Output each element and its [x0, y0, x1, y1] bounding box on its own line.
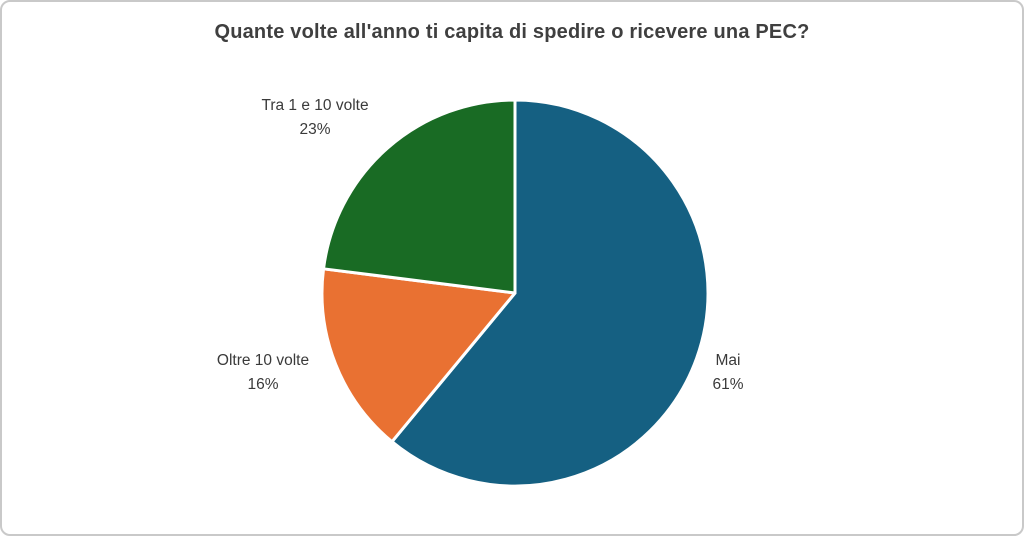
- slice-label-text: Oltre 10 volte: [216, 351, 310, 369]
- slice-label-mai: Mai 61%: [712, 349, 743, 397]
- slice-pct-text: 16%: [247, 376, 279, 393]
- slice-pct-text: 61%: [712, 376, 744, 393]
- pie-slice-mai: [390, 98, 710, 488]
- slice-label-text: Tra 1 e 10 volte: [261, 96, 369, 114]
- pie-slice-oltre-10-volte: [320, 267, 517, 444]
- chart-title: Quante volte all'anno ti capita di spedi…: [214, 21, 810, 43]
- slice-label-oltre-10-volte: Oltre 10 volte 16%: [217, 349, 309, 397]
- pie-slice-tra-1-e-10-volte: [322, 98, 517, 295]
- slice-label-text: Mai: [715, 351, 741, 369]
- slice-pct-text: 23%: [299, 121, 331, 138]
- slice-label-tra-1-e-10-volte: Tra 1 e 10 volte 23%: [261, 94, 368, 142]
